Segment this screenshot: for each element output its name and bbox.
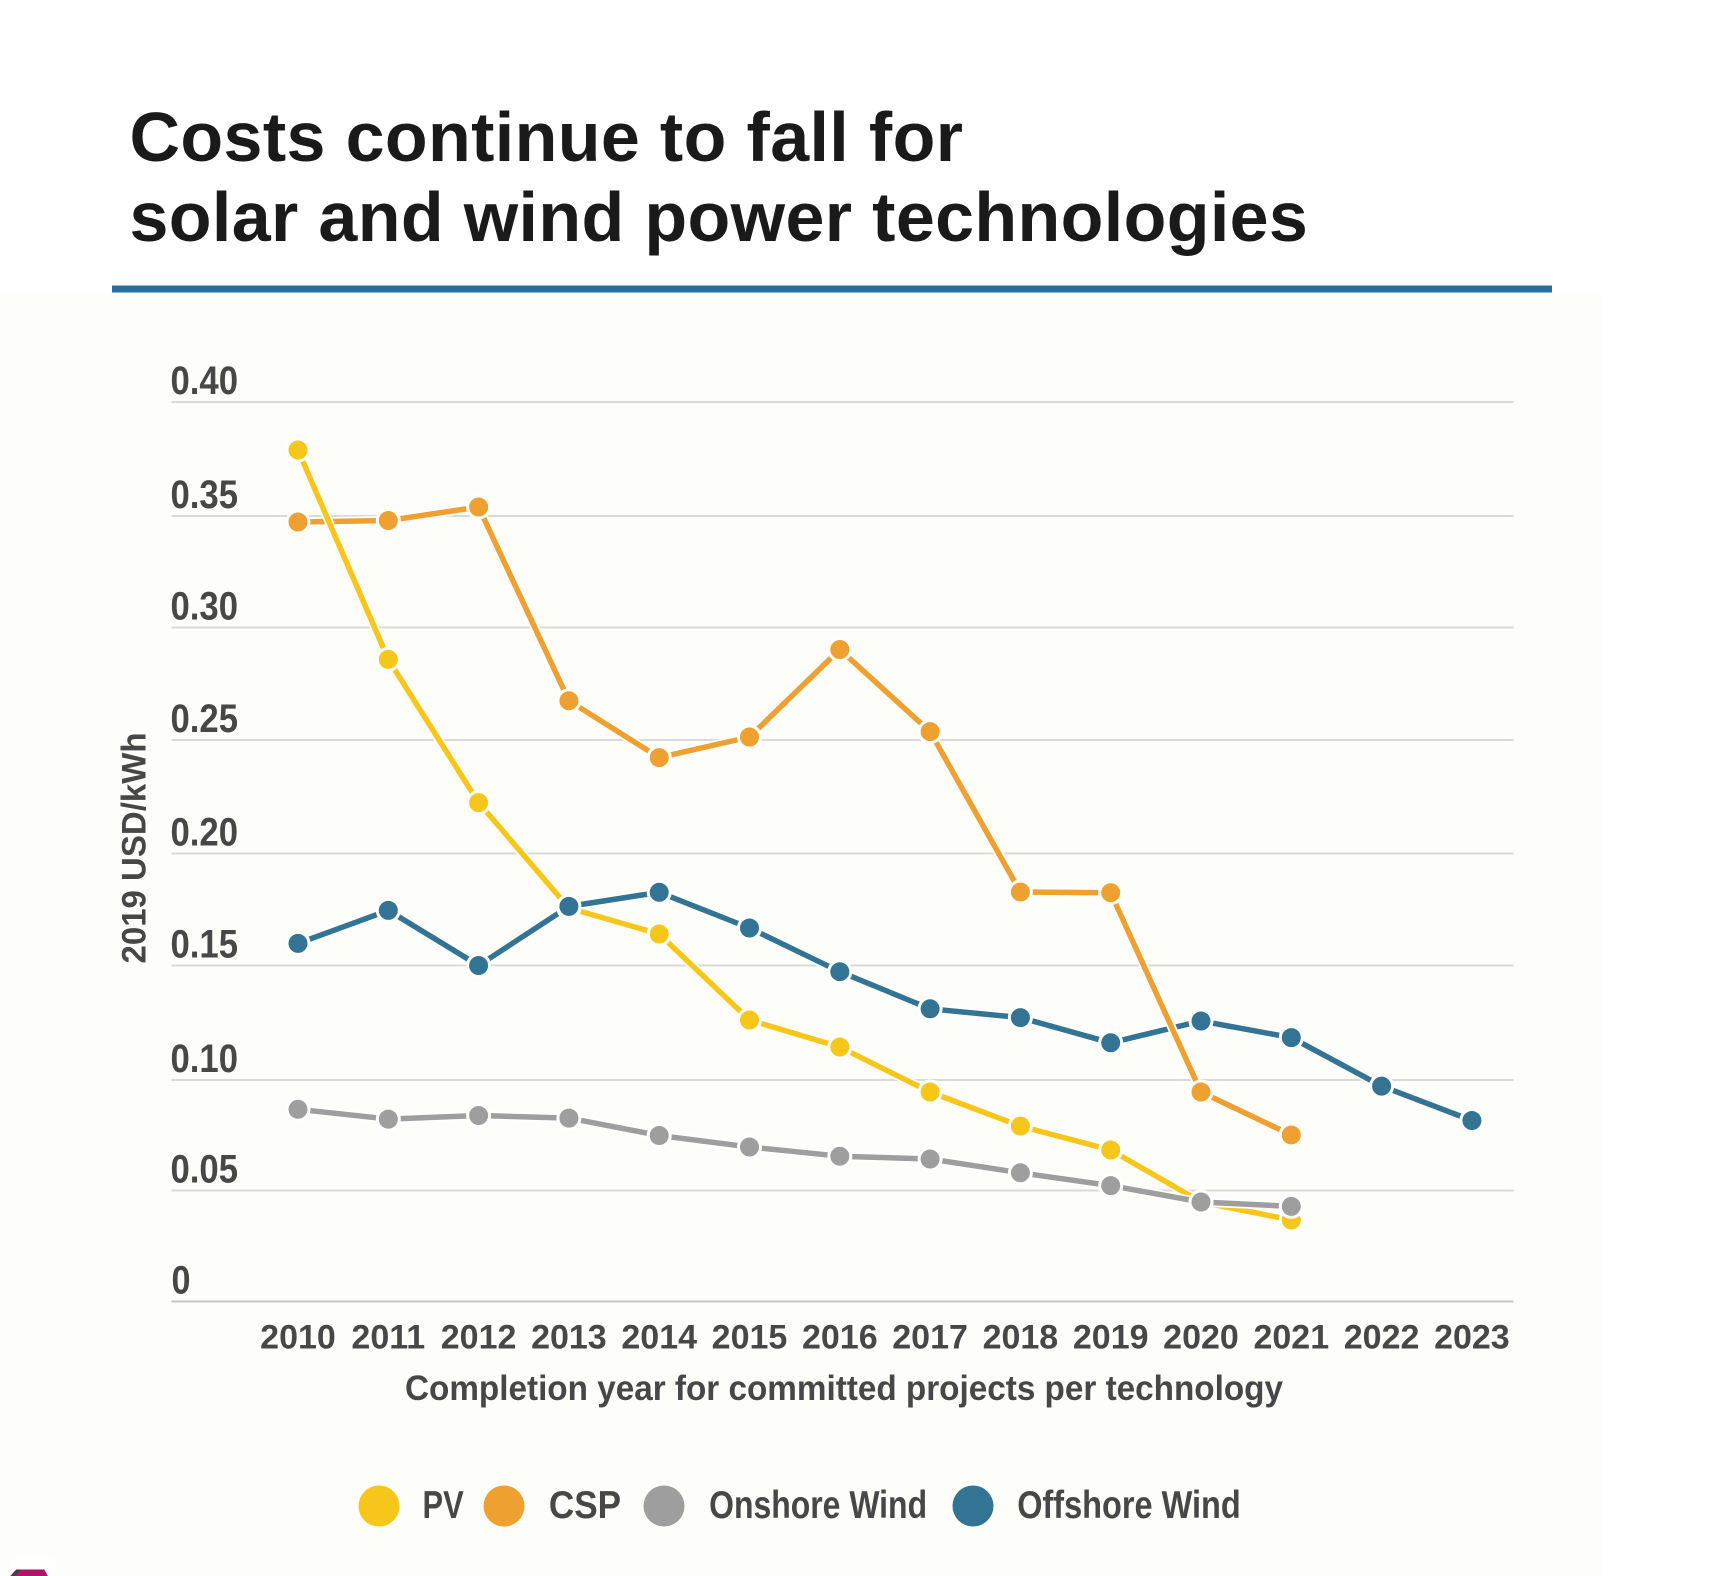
svg-text:PV: PV <box>423 1484 464 1527</box>
svg-text:2023: 2023 <box>1434 1319 1510 1357</box>
svg-text:2022: 2022 <box>1344 1319 1420 1357</box>
svg-text:0.20: 0.20 <box>171 811 239 855</box>
svg-text:2017: 2017 <box>892 1319 968 1357</box>
svg-text:2013: 2013 <box>531 1319 607 1357</box>
svg-text:Offshore Wind: Offshore Wind <box>1017 1484 1240 1527</box>
svg-text:0.15: 0.15 <box>171 923 239 967</box>
svg-text:0.05: 0.05 <box>171 1148 239 1192</box>
svg-text:2016: 2016 <box>802 1319 878 1357</box>
svg-text:0.35: 0.35 <box>171 473 239 517</box>
svg-text:2010: 2010 <box>260 1319 336 1357</box>
svg-text:2021: 2021 <box>1253 1319 1329 1357</box>
svg-text:0.30: 0.30 <box>171 585 239 629</box>
svg-text:2011: 2011 <box>351 1319 425 1357</box>
svg-text:2019 USD/kWh: 2019 USD/kWh <box>116 733 154 964</box>
svg-text:2018: 2018 <box>983 1319 1059 1357</box>
svg-text:2014: 2014 <box>621 1319 697 1357</box>
svg-text:2019: 2019 <box>1073 1319 1149 1357</box>
svg-text:Onshore Wind: Onshore Wind <box>709 1484 927 1527</box>
svg-text:2015: 2015 <box>712 1319 788 1357</box>
svg-text:0.25: 0.25 <box>171 697 239 741</box>
svg-text:0.10: 0.10 <box>171 1037 239 1081</box>
svg-text:2012: 2012 <box>441 1319 517 1357</box>
svg-text:2020: 2020 <box>1163 1319 1239 1357</box>
svg-text:Completion year for committed: Completion year for committed projects p… <box>405 1369 1284 1408</box>
svg-text:0: 0 <box>172 1259 191 1303</box>
svg-text:0.40: 0.40 <box>171 359 239 403</box>
svg-text:CSP: CSP <box>549 1484 621 1527</box>
